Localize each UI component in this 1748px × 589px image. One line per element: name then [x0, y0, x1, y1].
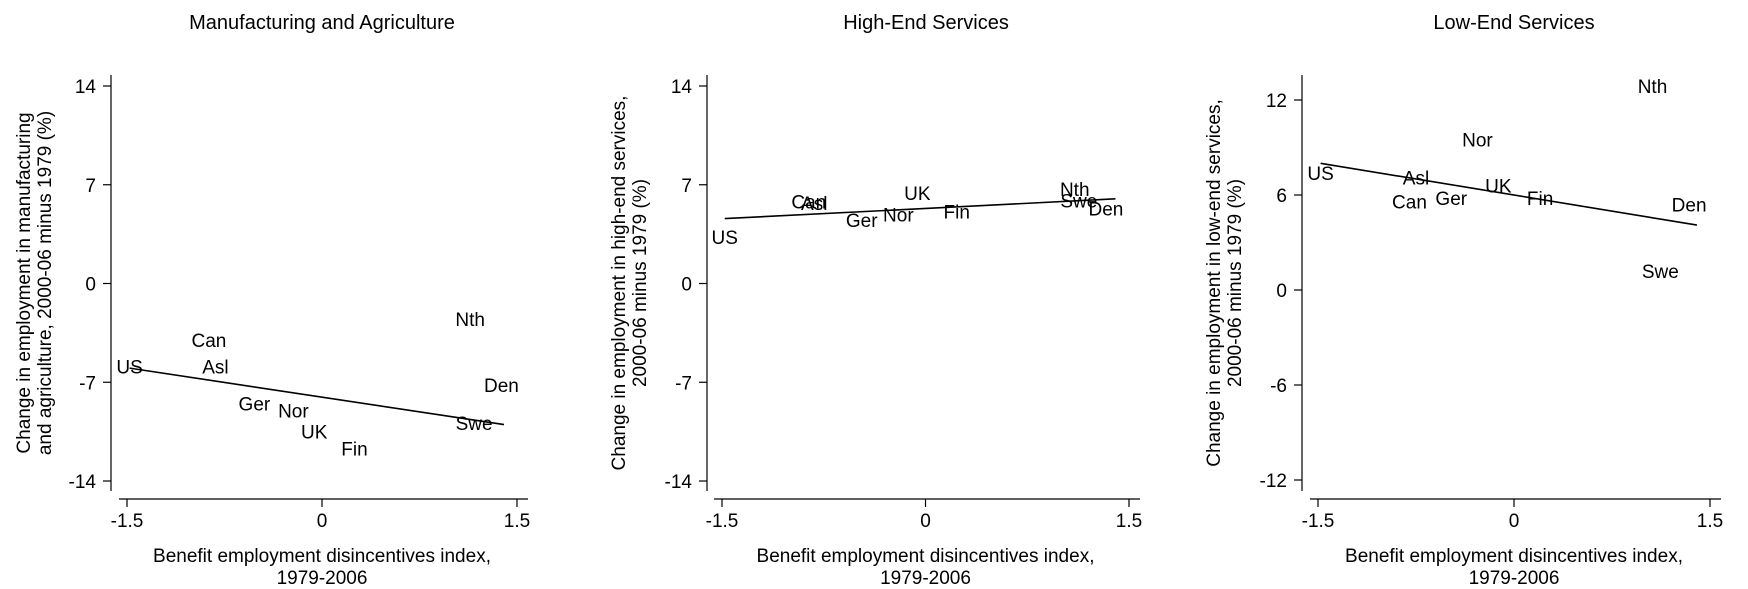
x-axis-label: Benefit employment disincentives index,: [1345, 546, 1683, 567]
fit-line: [129, 367, 505, 426]
x-tick-label: 0: [317, 511, 328, 532]
point-label-us: US: [1307, 164, 1333, 185]
point-label-uk: UK: [301, 423, 328, 444]
y-tick-label: 14: [75, 77, 97, 98]
fit-line: [1320, 162, 1698, 226]
y-axis-label: and agriculture, 2000-06 minus 1979 (%): [35, 111, 56, 455]
point-label-nth: Nth: [455, 310, 485, 331]
point-label-fin: Fin: [944, 203, 970, 224]
fit-line: [724, 198, 1116, 220]
point-label-den: Den: [1672, 196, 1707, 217]
point-label-swe: Swe: [456, 414, 493, 435]
y-tick-label: -7: [79, 373, 96, 394]
y-tick-label: -14: [69, 472, 97, 493]
point-label-asl: Asl: [202, 358, 228, 379]
x-tick-label: -1.5: [111, 511, 144, 532]
chart-panel-3: Low-End Services -12 -6 0 6 12 -1.5 0 1.5 Benefit…: [1204, 12, 1723, 589]
x-tick-label: 0: [920, 511, 931, 532]
x-tick-label: 0: [1509, 511, 1520, 532]
x-axis-label: 1979-2006: [880, 568, 971, 589]
y-axis-label: 2000-06 minus 1979 (%): [630, 179, 651, 387]
x-axis-label: Benefit employment disincentives index,: [757, 546, 1095, 567]
x-tick-label: 1.5: [1697, 511, 1723, 532]
point-label-us: US: [116, 358, 142, 379]
x-axis-label: Benefit employment disincentives index,: [153, 546, 491, 567]
chart-title: Low-End Services: [1433, 12, 1594, 34]
y-tick-label: -12: [1260, 471, 1287, 492]
x-tick-label: -1.5: [1302, 511, 1335, 532]
x-axis-label: 1979-2006: [1469, 568, 1560, 589]
y-tick-label: -7: [675, 373, 692, 394]
y-axis-label: Change in employment in manufacturing: [14, 112, 35, 453]
point-label-ger: Ger: [846, 211, 878, 232]
point-label-fin: Fin: [1527, 189, 1553, 210]
x-tick-label: 1.5: [504, 511, 530, 532]
point-label-uk: UK: [1485, 177, 1512, 198]
y-tick-label: 0: [1276, 281, 1287, 302]
y-axis-label: 2000-06 minus 1979 (%): [1225, 179, 1246, 387]
point-label-can: Can: [791, 193, 826, 214]
point-label-nor: Nor: [1462, 131, 1493, 152]
point-label-nor: Nor: [278, 401, 309, 422]
point-label-ger: Ger: [239, 394, 271, 415]
x-tick-label: 1.5: [1116, 511, 1142, 532]
point-label-nth: Nth: [1060, 180, 1090, 201]
point-label-ger: Ger: [1435, 189, 1467, 210]
y-tick-label: 7: [681, 176, 692, 197]
point-label-can: Can: [1392, 192, 1427, 213]
point-label-us: US: [712, 228, 738, 249]
y-tick-label: 14: [671, 77, 693, 98]
chart-title: Manufacturing and Agriculture: [189, 12, 455, 34]
point-label-uk: UK: [904, 184, 931, 205]
x-axis-label: 1979-2006: [277, 568, 368, 589]
chart-panel-2: High-End Services -14 -7 0 7 14 -1.5 0 1.5 Benefi…: [609, 12, 1142, 589]
point-label-swe: Swe: [1642, 262, 1679, 283]
y-tick-label: -14: [665, 472, 693, 493]
chart-title: High-End Services: [843, 12, 1009, 34]
y-tick-label: -6: [1270, 376, 1287, 397]
y-tick-label: 0: [681, 275, 692, 296]
point-label-asl: Asl: [801, 194, 827, 215]
y-tick-label: 12: [1266, 91, 1287, 112]
point-label-swe: Swe: [1060, 191, 1097, 212]
point-label-nor: Nor: [883, 205, 914, 226]
point-label-den: Den: [1089, 200, 1124, 221]
point-label-fin: Fin: [341, 440, 367, 461]
point-label-nth: Nth: [1638, 77, 1668, 98]
y-tick-label: 6: [1276, 186, 1287, 207]
point-label-den: Den: [484, 376, 519, 397]
y-axis-label: Change in employment in low-end services…: [1204, 99, 1225, 467]
x-tick-label: -1.5: [706, 511, 739, 532]
point-label-asl: Asl: [1403, 169, 1429, 190]
y-tick-label: 0: [85, 275, 96, 296]
chart-panel-1: Manufacturing and Agriculture -14 -7 0 7 14 -1…: [14, 12, 530, 589]
y-axis-label: Change in employment in high-end service…: [609, 96, 630, 471]
point-label-can: Can: [191, 331, 226, 352]
y-tick-label: 7: [85, 176, 96, 197]
